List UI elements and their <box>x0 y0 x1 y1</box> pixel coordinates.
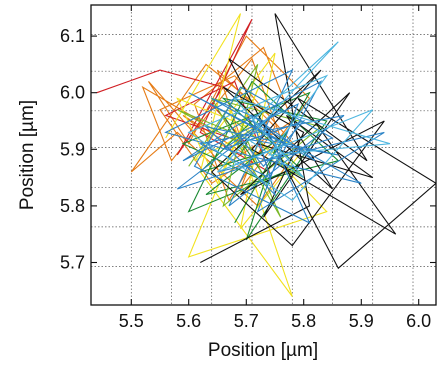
x-tick-label: 5.5 <box>119 311 144 331</box>
y-axis-title: Position [µm] <box>17 100 38 210</box>
x-tick-label: 5.8 <box>291 311 316 331</box>
y-tick-label: 5.9 <box>60 139 85 159</box>
trajectory-series-6 <box>164 68 385 225</box>
x-axis-title: Position [µm] <box>208 340 318 361</box>
plot-frame <box>90 4 437 306</box>
trajectory-series-7 <box>187 41 391 202</box>
y-tick-label: 5.7 <box>60 253 85 273</box>
x-tick-label: 5.6 <box>176 311 201 331</box>
x-tick-label: 5.7 <box>234 311 259 331</box>
y-tick-label: 6.0 <box>60 83 85 103</box>
y-tick-label: 5.8 <box>60 196 85 216</box>
tick-labels: 5.5 5.6 5.7 5.8 5.9 6.0 5.7 5.8 5.9 6.0 6.1 <box>60 26 431 331</box>
trajectory-series-1 <box>96 18 271 174</box>
y-tick-label: 6.1 <box>60 26 85 46</box>
ticks <box>91 5 436 305</box>
x-tick-label: 6.0 <box>406 311 431 331</box>
series-group <box>96 13 436 297</box>
x-tick-label: 5.9 <box>349 311 374 331</box>
